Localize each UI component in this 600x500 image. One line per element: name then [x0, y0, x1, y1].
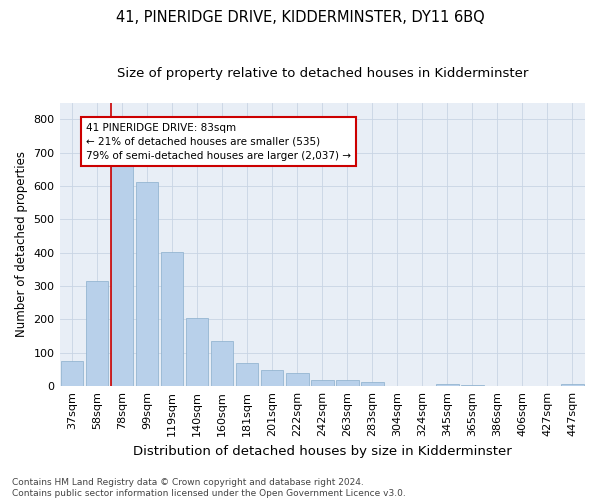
Text: 41 PINERIDGE DRIVE: 83sqm
← 21% of detached houses are smaller (535)
79% of semi: 41 PINERIDGE DRIVE: 83sqm ← 21% of detac…: [86, 122, 351, 160]
Bar: [211, 341, 233, 386]
Y-axis label: Number of detached properties: Number of detached properties: [15, 152, 28, 338]
Bar: [136, 182, 158, 386]
Bar: [436, 384, 458, 386]
Bar: [286, 374, 308, 386]
Bar: [161, 252, 184, 386]
Bar: [61, 361, 83, 386]
Text: Contains HM Land Registry data © Crown copyright and database right 2024.
Contai: Contains HM Land Registry data © Crown c…: [12, 478, 406, 498]
Bar: [361, 382, 383, 386]
Bar: [186, 318, 208, 386]
Bar: [86, 281, 109, 386]
Bar: [336, 380, 359, 386]
X-axis label: Distribution of detached houses by size in Kidderminster: Distribution of detached houses by size …: [133, 444, 512, 458]
Bar: [311, 380, 334, 386]
Text: 41, PINERIDGE DRIVE, KIDDERMINSTER, DY11 6BQ: 41, PINERIDGE DRIVE, KIDDERMINSTER, DY11…: [116, 10, 484, 25]
Bar: [261, 370, 283, 386]
Bar: [561, 384, 584, 386]
Bar: [236, 363, 259, 386]
Bar: [461, 384, 484, 386]
Bar: [111, 163, 133, 386]
Title: Size of property relative to detached houses in Kidderminster: Size of property relative to detached ho…: [116, 68, 528, 80]
